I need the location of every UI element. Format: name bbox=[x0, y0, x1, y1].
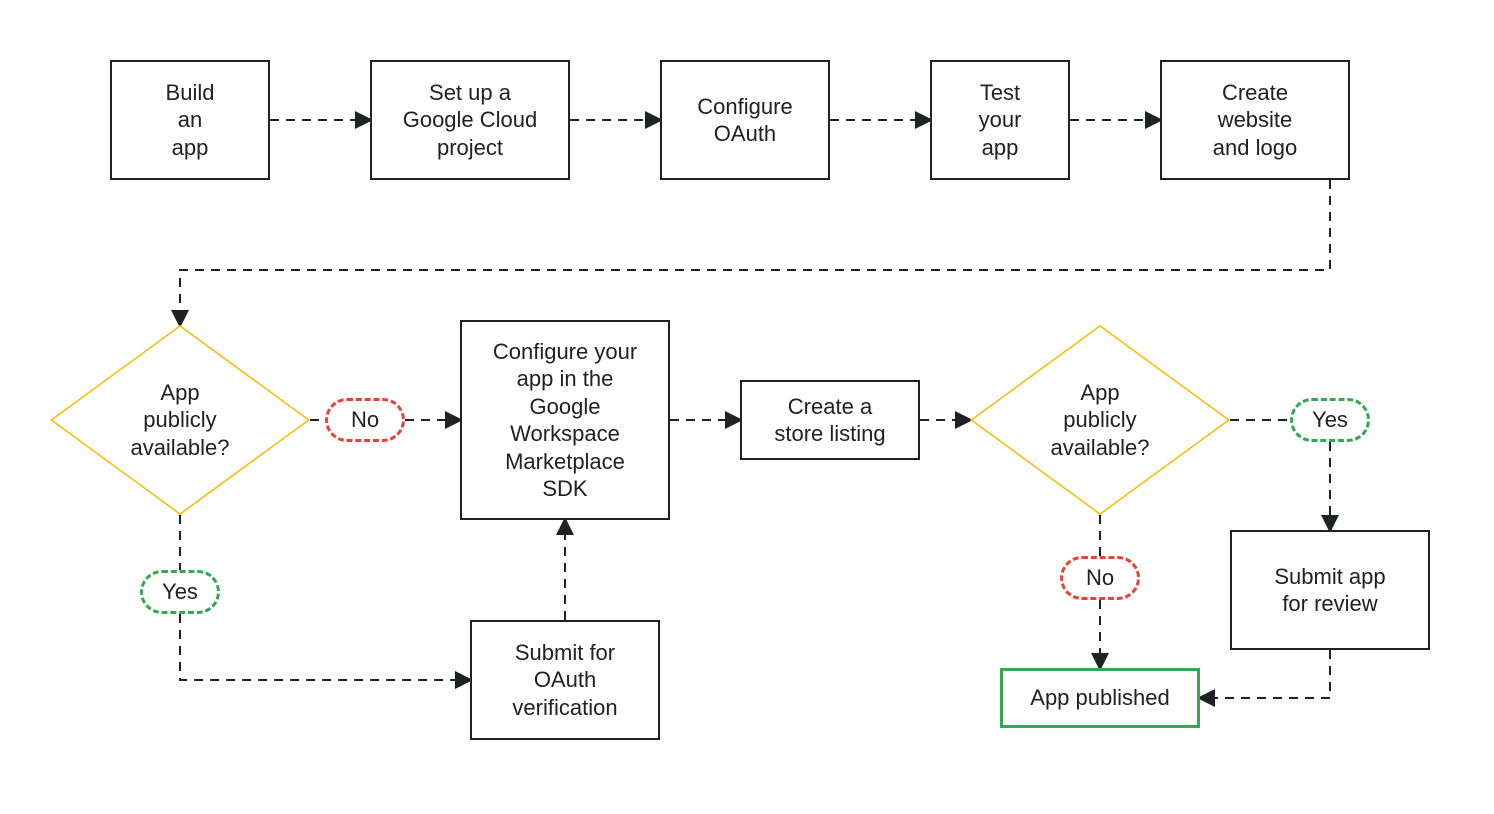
node-review: Submit app for review bbox=[1230, 530, 1430, 650]
node-listing: Create a store listing bbox=[740, 380, 920, 460]
pill-no2: No bbox=[1060, 556, 1140, 600]
node-configure: Configure your app in the Google Workspa… bbox=[460, 320, 670, 520]
node-submit_oauth: Submit for OAuth verification bbox=[470, 620, 660, 740]
pill-yes1: Yes bbox=[140, 570, 220, 614]
edge-4 bbox=[180, 180, 1330, 325]
edge-8 bbox=[180, 614, 470, 680]
node-oauth: Configure OAuth bbox=[660, 60, 830, 180]
node-test: Test your app bbox=[930, 60, 1070, 180]
decision-decision2-label: App publicly available? bbox=[970, 325, 1230, 515]
flowchart-canvas: Build an app Set up a Google Cloud projec… bbox=[0, 0, 1494, 814]
node-published: App published bbox=[1000, 668, 1200, 728]
node-setup: Set up a Google Cloud project bbox=[370, 60, 570, 180]
edge-16 bbox=[1200, 650, 1330, 698]
decision-decision1-label: App publicly available? bbox=[50, 325, 310, 515]
node-website: Create website and logo bbox=[1160, 60, 1350, 180]
node-build: Build an app bbox=[110, 60, 270, 180]
decision-decision1: App publicly available? bbox=[50, 325, 310, 515]
decision-decision2: App publicly available? bbox=[970, 325, 1230, 515]
pill-yes2: Yes bbox=[1290, 398, 1370, 442]
pill-no1: No bbox=[325, 398, 405, 442]
